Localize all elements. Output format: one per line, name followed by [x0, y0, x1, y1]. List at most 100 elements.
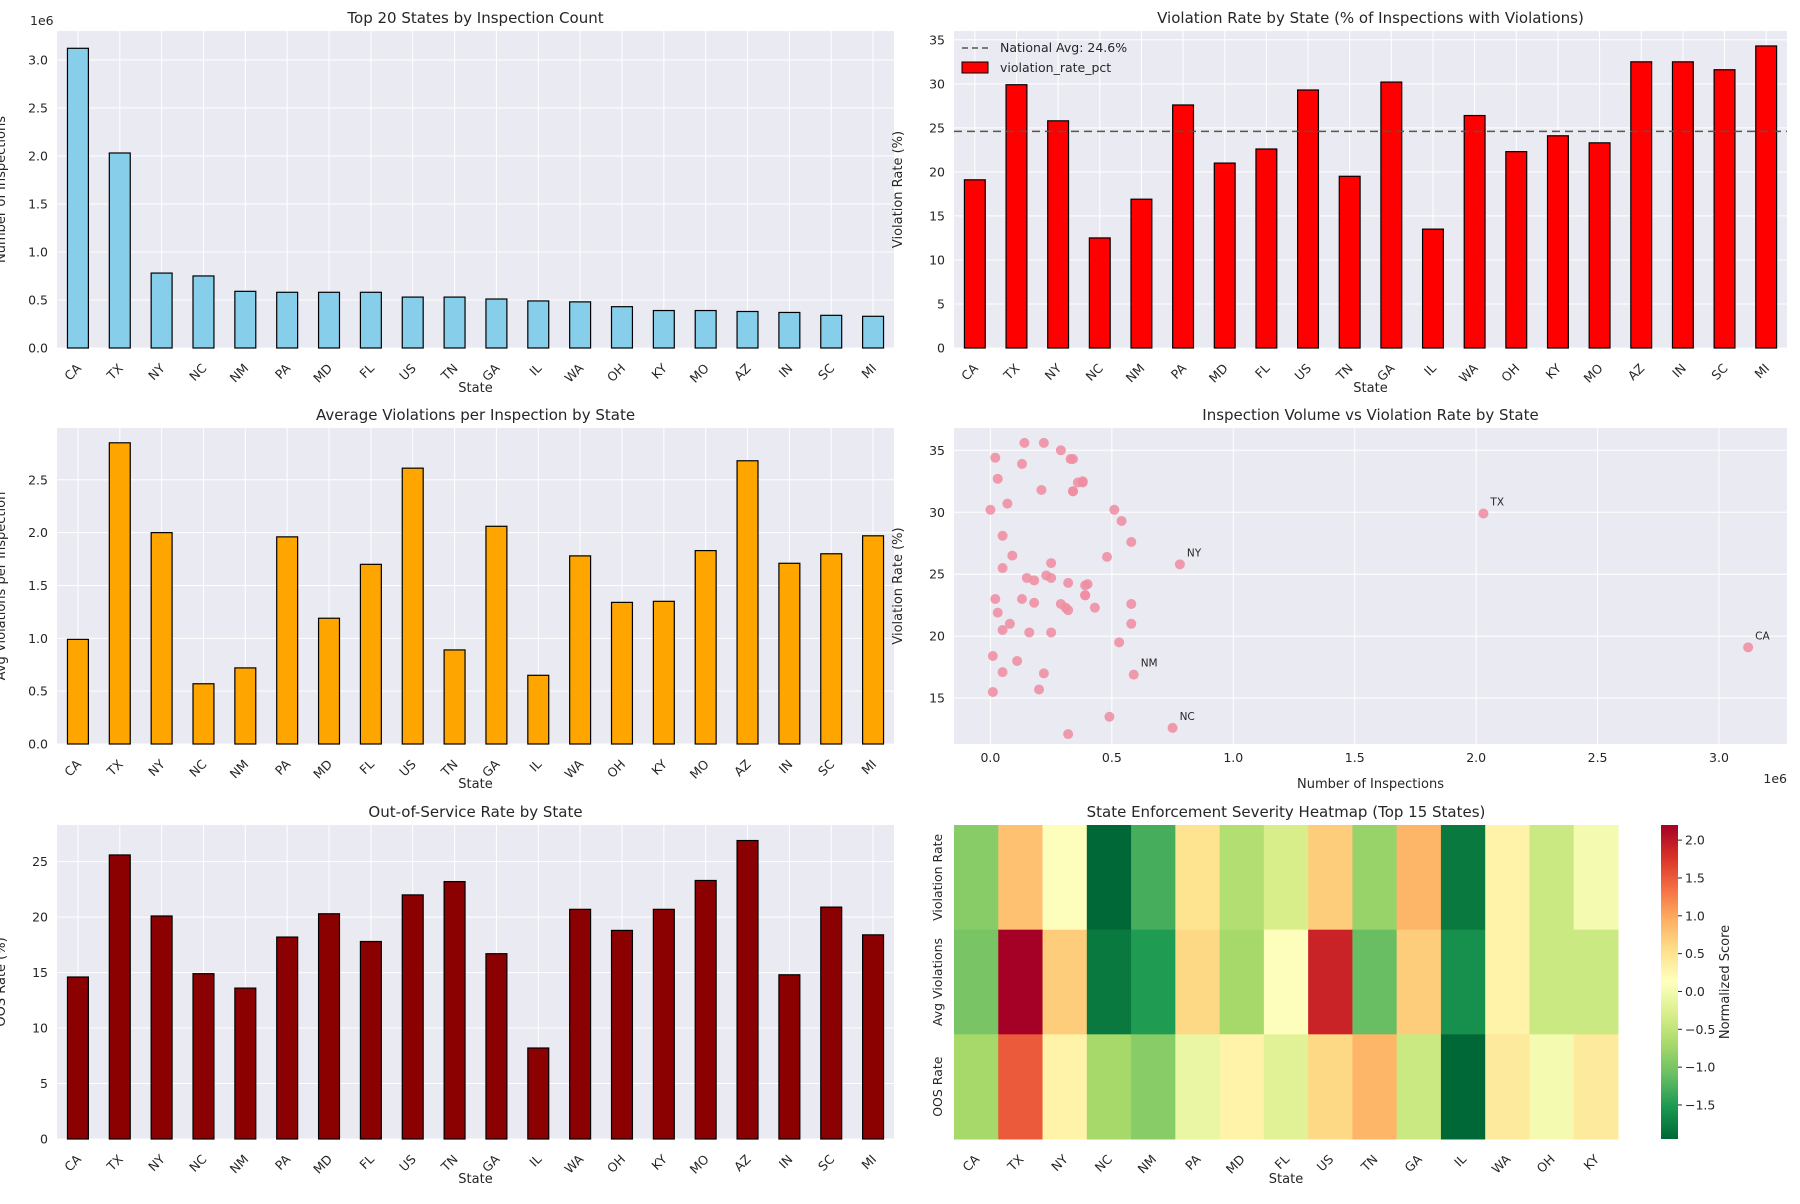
bar-NC [192, 973, 215, 1140]
axis-offset-text: 1e6 [1763, 771, 1787, 786]
x-tick-label: FL [356, 360, 377, 381]
scatter-point [1038, 668, 1049, 679]
scatter-point [992, 473, 1003, 484]
bar-MI [862, 934, 885, 1140]
legend-label: National Avg: 24.6% [1000, 40, 1127, 55]
scatter-point [1017, 594, 1027, 605]
bar-SC [820, 906, 843, 1140]
x-tick-label: IN [776, 1152, 796, 1172]
scatter-point [1019, 437, 1030, 448]
heatmap-cell [1529, 825, 1575, 931]
y-tick-label: 5 [937, 296, 945, 311]
x-tick-label: 1.5 [1345, 750, 1365, 765]
x-tick-label: TX [1004, 1151, 1027, 1174]
bar-IL [527, 1047, 550, 1140]
x-tick-label: TN [1332, 361, 1355, 384]
x-tick-label: WA [1456, 360, 1481, 385]
heatmap-cell [954, 929, 999, 1035]
bar-SC [820, 553, 843, 745]
scatter-point [1012, 655, 1023, 666]
y-tick-label: 30 [929, 76, 945, 91]
x-tick-label: AZ [1625, 361, 1648, 384]
scatter-point [1046, 558, 1057, 569]
scatter-point [1036, 484, 1047, 495]
bar-MO [1588, 142, 1611, 349]
heatmap-cell [1440, 929, 1486, 1035]
x-tick-label: OH [1498, 361, 1522, 385]
bar-MI [862, 535, 885, 745]
scatter-point [1080, 590, 1091, 601]
x-tick-label: OH [604, 757, 628, 781]
x-tick-label: 2.0 [1466, 750, 1486, 765]
chart-panel-6: CA TX NY NC NM PA MD FL US TN GA IL WA OH KY Violation … [930, 803, 1733, 1187]
bar-KY [652, 908, 675, 1140]
x-tick-label: IL [526, 360, 544, 378]
y-tick-label: 20 [32, 910, 48, 925]
bar-GA [485, 525, 508, 745]
x-axis-label: Number of Inspections [1297, 777, 1444, 792]
y-axis-label: Violation Rate (%) [891, 527, 906, 644]
x-tick-label: TX [103, 360, 126, 383]
bar-WA [1463, 114, 1486, 349]
heatmap-cell [1396, 825, 1442, 931]
bar-IL [527, 300, 550, 349]
heatmap-cell [1042, 1034, 1088, 1140]
x-tick-label: TN [437, 361, 460, 384]
scatter-point [1007, 550, 1018, 561]
x-tick-label: NY [145, 360, 168, 383]
x-tick-label: NM [1134, 1152, 1159, 1177]
x-axis-label: State [1353, 381, 1387, 396]
bar-MD [317, 617, 341, 745]
heatmap-cell [1263, 929, 1309, 1035]
scatter-point [1126, 537, 1137, 548]
x-tick-label: 3.0 [1709, 750, 1729, 765]
bar-PA [1172, 104, 1195, 349]
y-axis-label: Violation Rate (%) [891, 131, 906, 248]
bar-OH [610, 306, 634, 349]
x-tick-label: CA [61, 360, 84, 383]
x-tick-label: OH [604, 1152, 628, 1176]
x-tick-label: NC [1092, 1151, 1116, 1175]
x-axis-label: State [458, 1172, 492, 1187]
x-tick-label: WA [1489, 1151, 1514, 1176]
x-tick-label: CA [958, 360, 981, 383]
x-tick-label: TX [1000, 360, 1023, 383]
bar-MD [1213, 162, 1236, 349]
heatmap-cell [1131, 825, 1176, 931]
bar-KY [652, 600, 675, 745]
x-tick-label: MD [310, 361, 335, 386]
x-tick-label: NM [227, 361, 252, 386]
bar-TN [443, 880, 466, 1140]
x-axis-label: State [1269, 1172, 1303, 1187]
y-tick-label: 1.0 [28, 631, 48, 646]
x-tick-label: FL [356, 1151, 377, 1172]
x-tick-label: US [1291, 360, 1314, 383]
scatter-point [1063, 577, 1074, 588]
bar-TX [108, 442, 131, 745]
scatter-point [990, 452, 1001, 463]
y-tick-label: 0.0 [28, 737, 48, 752]
x-tick-label: KY [648, 756, 670, 778]
y-tick-label: 0 [40, 1132, 48, 1147]
heatmap-cell [1352, 1034, 1398, 1140]
bar-NC [1088, 237, 1111, 349]
scatter-point [1089, 602, 1100, 613]
y-tick-label: 25 [929, 567, 945, 582]
bar-TN [443, 649, 466, 745]
x-tick-label: IN [1669, 361, 1689, 381]
heatmap-cell [1086, 929, 1132, 1035]
chart-panel-3: 0.0 0.5 1.0 1.5 2.0 2.5 Average Violations per… [0, 406, 894, 792]
scatter-point [1038, 437, 1049, 448]
x-tick-label: US [396, 360, 419, 383]
scatter-point [1126, 598, 1137, 609]
scatter-point [990, 594, 1001, 605]
heatmap-cell [1573, 825, 1619, 931]
bar-TX [1005, 84, 1028, 349]
x-tick-label: IN [776, 757, 796, 777]
x-tick-label: MD [1223, 1152, 1248, 1177]
bar-PA [276, 536, 299, 745]
bar-NY [150, 915, 173, 1140]
y-tick-label: 2.0 [28, 148, 48, 163]
chart-title: State Enforcement Severity Heatmap (Top … [1087, 803, 1486, 821]
